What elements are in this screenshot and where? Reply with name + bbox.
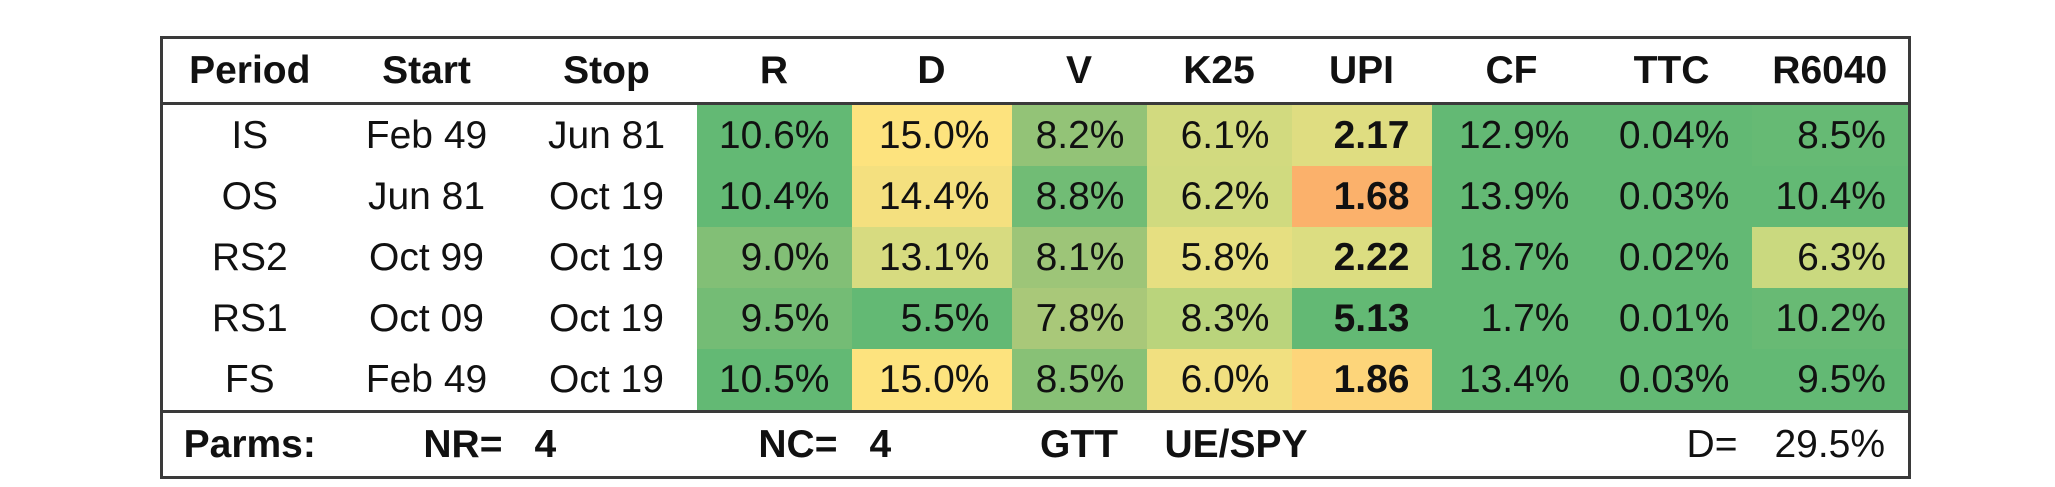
cell-cf: 13.4% bbox=[1431, 349, 1592, 413]
cell-start: Feb 49 bbox=[365, 113, 488, 157]
cell-k25: 5.8% bbox=[1146, 227, 1292, 288]
col-header-r6040: R6040 bbox=[1751, 37, 1910, 105]
col-header-r: R bbox=[696, 37, 852, 105]
cell-v: 8.1% bbox=[1011, 227, 1147, 288]
nc-value: 4 bbox=[869, 422, 892, 466]
cell-ttc: 0.03% bbox=[1591, 166, 1752, 227]
cell-r6040: 10.2% bbox=[1751, 288, 1910, 349]
gtt-label: GTT bbox=[1040, 422, 1118, 466]
cell-r6040: 10.4% bbox=[1751, 166, 1910, 227]
cell-stop: Jun 81 bbox=[547, 113, 666, 157]
cell-r6040: 6.3% bbox=[1751, 227, 1910, 288]
cell-upi: 2.17 bbox=[1291, 103, 1432, 166]
cell-r: 9.0% bbox=[696, 227, 852, 288]
cell-d: 14.4% bbox=[851, 166, 1012, 227]
cell-v: 8.2% bbox=[1011, 103, 1147, 166]
cell-ttc: 0.04% bbox=[1591, 103, 1752, 166]
cell-stop: Oct 19 bbox=[516, 349, 697, 413]
table-row: FS Feb 49 Oct 19 10.5% 15.0% 8.5% 6.0% 1.86 13.4… bbox=[161, 349, 1910, 413]
results-table: Period Start Stop R D V K25 UPI CF TTC R… bbox=[160, 36, 1911, 479]
cell-cf: 13.9% bbox=[1431, 166, 1592, 227]
cell-upi: 5.13 bbox=[1291, 288, 1432, 349]
cell-upi: 1.68 bbox=[1291, 166, 1432, 227]
col-header-v: V bbox=[1011, 37, 1147, 105]
parms-row: Parms: NR= 4 NC= 4 GTT UE/SPY D= 29.5% bbox=[162, 412, 1910, 478]
cell-period: OS bbox=[221, 174, 278, 218]
cell-period: FS bbox=[161, 349, 337, 413]
cell-ttc: 0.02% bbox=[1591, 227, 1752, 288]
col-header-start: Start bbox=[336, 37, 517, 105]
col-header-period: Period bbox=[161, 37, 337, 105]
cell-k25: 6.1% bbox=[1146, 103, 1292, 166]
cell-upi: 1.86 bbox=[1291, 349, 1432, 413]
cell-start: Feb 49 bbox=[336, 349, 517, 413]
table-row: RS2 Oct 99 Oct 19 9.0% 13.1% 8.1% 5.8% 2.22 18.7… bbox=[162, 227, 1910, 288]
cell-v: 8.8% bbox=[1011, 166, 1147, 227]
cell-v: 8.5% bbox=[1011, 349, 1147, 413]
cell-r6040: 9.5% bbox=[1751, 349, 1910, 413]
header-row: Period Start Stop R D V K25 UPI CF TTC R… bbox=[161, 37, 1910, 105]
d-value: 29.5% bbox=[1774, 422, 1886, 466]
cell-upi: 2.22 bbox=[1291, 227, 1432, 288]
benchmark-label: UE/SPY bbox=[1164, 422, 1308, 466]
parms-label: Parms: bbox=[183, 422, 316, 466]
cell-r: 10.6% bbox=[696, 103, 852, 166]
cell-cf: 18.7% bbox=[1431, 227, 1592, 288]
table-body: IS Feb 49 Jun 81 10.6% 15.0% 8.2% 6.1% 2.17 12.9… bbox=[161, 103, 1910, 413]
cell-v: 7.8% bbox=[1011, 288, 1147, 349]
cell-d: 5.5% bbox=[851, 288, 1012, 349]
nc-label: NC= bbox=[758, 422, 838, 466]
cell-start: Jun 81 bbox=[367, 174, 486, 218]
cell-ttc: 0.03% bbox=[1591, 349, 1752, 413]
cell-k25: 6.2% bbox=[1146, 166, 1292, 227]
cell-r: 9.5% bbox=[696, 288, 852, 349]
table-row: OS Jun 81 Oct 19 10.4% 14.4% 8.8% 6.2% 1.68 13.9… bbox=[162, 166, 1910, 227]
cell-stop: Oct 19 bbox=[549, 235, 664, 279]
cell-ttc: 0.01% bbox=[1591, 288, 1752, 349]
cell-r: 10.5% bbox=[696, 349, 852, 413]
table-row: RS1 Oct 09 Oct 19 9.5% 5.5% 7.8% 8.3% 5.13 1.7% 0… bbox=[162, 288, 1910, 349]
col-header-cf: CF bbox=[1431, 37, 1592, 105]
cell-cf: 12.9% bbox=[1431, 103, 1592, 166]
table-row: IS Feb 49 Jun 81 10.6% 15.0% 8.2% 6.1% 2.17 12.9… bbox=[162, 103, 1910, 166]
cell-r6040: 8.5% bbox=[1751, 103, 1910, 166]
cell-d: 15.0% bbox=[851, 349, 1012, 413]
nr-value: 4 bbox=[534, 422, 557, 466]
cell-period: RS1 bbox=[211, 296, 288, 340]
cell-d: 15.0% bbox=[851, 103, 1012, 166]
col-header-k25: K25 bbox=[1146, 37, 1292, 105]
cell-k25: 6.0% bbox=[1146, 349, 1292, 413]
col-header-upi: UPI bbox=[1291, 37, 1432, 105]
cell-r: 10.4% bbox=[696, 166, 852, 227]
col-header-ttc: TTC bbox=[1591, 37, 1752, 105]
cell-d: 13.1% bbox=[851, 227, 1012, 288]
col-header-d: D bbox=[851, 37, 1012, 105]
cell-period: RS2 bbox=[211, 235, 288, 279]
cell-stop: Oct 19 bbox=[549, 296, 664, 340]
cell-k25: 8.3% bbox=[1146, 288, 1292, 349]
cell-start: Oct 99 bbox=[369, 235, 484, 279]
cell-stop: Oct 19 bbox=[549, 174, 664, 218]
cell-start: Oct 09 bbox=[369, 296, 484, 340]
nr-label: NR= bbox=[423, 422, 503, 466]
footer-spacer bbox=[1432, 412, 1592, 478]
col-header-stop: Stop bbox=[516, 37, 697, 105]
cell-cf: 1.7% bbox=[1431, 288, 1592, 349]
cell-period: IS bbox=[231, 113, 269, 157]
d-label: D= bbox=[1686, 422, 1738, 466]
